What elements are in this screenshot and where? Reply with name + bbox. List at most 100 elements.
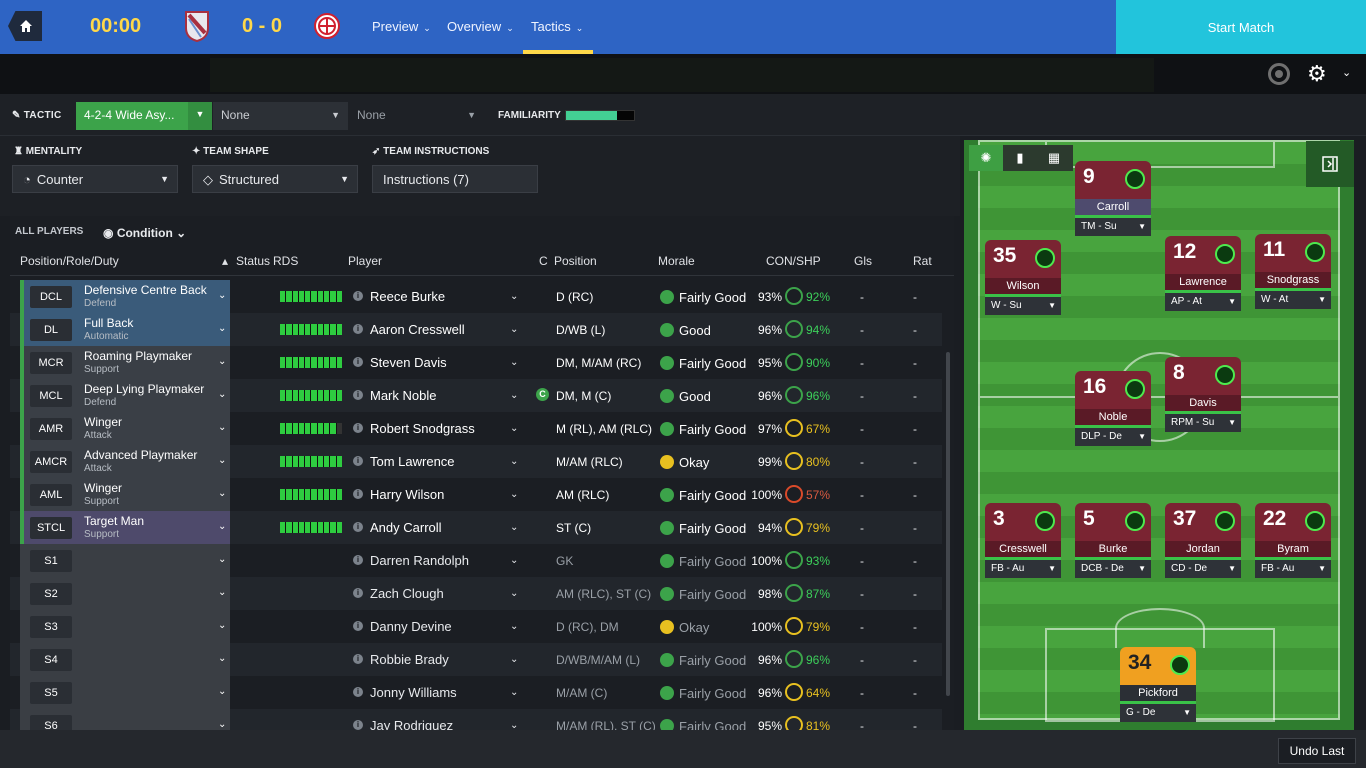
team-instructions-button[interactable]: Instructions (7) [372, 165, 538, 193]
chevron-down-icon[interactable]: ⌄ [218, 521, 227, 532]
view-select[interactable]: ◉ Condition ⌄ [103, 226, 186, 240]
player-card-role[interactable]: FB - Au ▼ [1255, 560, 1331, 578]
chevron-down-icon[interactable]: ⌄ [510, 324, 519, 335]
header-position[interactable]: Position [554, 254, 597, 268]
header-rating[interactable]: Rat [913, 254, 932, 268]
table-row[interactable]: MCR Roaming Playmaker Support ⌄ i Steven Davi… [10, 346, 942, 379]
player-card-role[interactable]: W - Su ▼ [985, 297, 1061, 315]
player-name[interactable]: Jay Rodriguez [370, 718, 454, 730]
player-name[interactable]: Steven Davis [370, 355, 447, 370]
player-name[interactable]: Reece Burke [370, 289, 446, 304]
player-card-role[interactable]: CD - De ▼ [1165, 560, 1241, 578]
player-name[interactable]: Tom Lawrence [370, 454, 455, 469]
chevron-down-icon[interactable]: ⌄ [510, 423, 519, 434]
grid-view-icon[interactable]: ▦ [1047, 150, 1061, 165]
player-card[interactable]: 11 Snodgrass W - At ▼ [1255, 234, 1331, 309]
info-icon[interactable]: i [353, 456, 363, 466]
info-icon[interactable]: i [353, 522, 363, 532]
role-cell[interactable]: S2 ⌄ [20, 577, 230, 610]
table-row[interactable]: S3 ⌄ i Danny Devine ⌄ D (RC), DM Okay 100% 79% - - [10, 610, 942, 643]
chevron-down-icon[interactable]: ⌄ [218, 455, 227, 466]
team-shape-select[interactable]: ◇ Structured ▼ [192, 165, 358, 193]
table-row[interactable]: S4 ⌄ i Robbie Brady ⌄ D/WB/M/AM (L) Fairly Goo… [10, 643, 942, 676]
role-cell[interactable]: MCL Deep Lying Playmaker Defend ⌄ [20, 379, 230, 412]
info-icon[interactable]: i [353, 687, 363, 697]
chevron-down-icon[interactable]: ⌄ [510, 291, 519, 302]
tactic3-select[interactable]: None ▼ [349, 102, 484, 130]
header-goals[interactable]: Gls [854, 254, 872, 268]
table-row[interactable]: S1 ⌄ i Darren Randolph ⌄ GK Fairly Good 100% 93%… [10, 544, 942, 577]
chevron-down-icon[interactable]: ⌄ [510, 588, 519, 599]
player-name[interactable]: Robbie Brady [370, 652, 449, 667]
info-icon[interactable]: i [353, 654, 363, 664]
player-card[interactable]: 37 Jordan WilliamsCD - De▼ [1165, 503, 1241, 578]
player-card[interactable]: 22 Byram FB - Au ▼ [1255, 503, 1331, 578]
player-card[interactable]: 8 Davis RPM - Su ▼ [1165, 357, 1241, 432]
chevron-down-icon[interactable]: ⌄ [510, 621, 519, 632]
player-card-role[interactable]: DCB - De ▼ [1075, 560, 1151, 578]
familiarity-bar[interactable] [565, 110, 635, 121]
tab-overview[interactable]: Overview ⌄ [447, 19, 514, 34]
player-name[interactable]: Andy Carroll [370, 520, 442, 535]
chevron-down-icon[interactable]: ⌄ [218, 587, 227, 598]
player-name[interactable]: Darren Randolph [370, 553, 470, 568]
table-scrollbar[interactable] [946, 352, 950, 696]
info-icon[interactable]: i [353, 588, 363, 598]
info-icon[interactable]: i [353, 720, 363, 730]
table-row[interactable]: STCL Target Man Support ⌄ i Andy Carroll ⌄ ST (… [10, 511, 942, 544]
chevron-down-icon[interactable]: ⌄ [510, 390, 519, 401]
player-card[interactable]: 35 Wilson W - Su ▼ [985, 240, 1061, 315]
chevron-down-icon[interactable]: ⌄ [510, 720, 519, 730]
player-name[interactable]: Jonny Williams [370, 685, 457, 700]
role-cell[interactable]: S3 ⌄ [20, 610, 230, 643]
header-player[interactable]: Player [348, 254, 383, 268]
player-card-role[interactable]: RPM - Su ▼ [1165, 414, 1241, 432]
gear-icon[interactable]: ⚙ [1307, 61, 1327, 86]
info-icon[interactable]: i [353, 555, 363, 565]
collapse-panel-button[interactable] [1306, 141, 1354, 187]
role-cell[interactable]: S6 ⌄ [20, 709, 230, 730]
role-cell[interactable]: AMCR Advanced Playmaker Attack ⌄ [20, 445, 230, 478]
undo-last-button[interactable]: Undo Last [1278, 738, 1356, 764]
player-card-role[interactable]: AP - At ▼ [1165, 293, 1241, 311]
chevron-down-icon[interactable]: ⌄ [218, 290, 227, 301]
player-card-role[interactable]: TM - Su ▼ [1075, 218, 1151, 236]
tab-tactics[interactable]: Tactics ⌄ [531, 19, 583, 34]
tab-preview[interactable]: Preview ⌄ [372, 19, 431, 34]
role-cell[interactable]: MCR Roaming Playmaker Support ⌄ [20, 346, 230, 379]
chevron-down-icon[interactable]: ⌄ [218, 488, 227, 499]
role-cell[interactable]: AMR Winger Attack ⌄ [20, 412, 230, 445]
chevron-down-icon[interactable]: ⌄ [510, 357, 519, 368]
player-card-role[interactable]: DLP - De ▼ [1075, 428, 1151, 446]
table-row[interactable]: S6 ⌄ i Jay Rodriguez ⌄ M/AM (RL), ST (C) Fairl… [10, 709, 942, 730]
player-card[interactable]: 16 Noble DLP - De ▼ [1075, 371, 1151, 446]
chevron-down-icon[interactable]: ⌄ [218, 323, 227, 334]
player-card-role[interactable]: W - At ▼ [1255, 291, 1331, 309]
chevron-down-icon[interactable]: ⌄ [510, 687, 519, 698]
tactic2-select[interactable]: None ▼ [213, 102, 348, 130]
header-role[interactable]: Position/Role/Duty [20, 254, 119, 268]
table-row[interactable]: DL Full Back Automatic ⌄ i Aaron Cresswell ⌄ D/… [10, 313, 942, 346]
chevron-down-icon[interactable]: ⌄ [510, 522, 519, 533]
start-match-button[interactable]: Start Match [1116, 0, 1366, 54]
chevron-down-icon[interactable]: ⌄ [218, 620, 227, 631]
info-icon[interactable]: i [353, 489, 363, 499]
chevron-down-icon[interactable]: ⌄ [510, 489, 519, 500]
chevron-down-icon[interactable]: ⌄ [510, 555, 519, 566]
table-row[interactable]: AMR Winger Attack ⌄ i Robert Snodgrass ⌄ M (RL)… [10, 412, 942, 445]
player-card[interactable]: 34 Pickford G - De ▼ [1120, 647, 1196, 722]
info-icon[interactable]: i [353, 357, 363, 367]
chevron-down-icon[interactable]: ⌄ [218, 686, 227, 697]
chevron-down-icon[interactable]: ⌄ [218, 554, 227, 565]
info-icon[interactable]: i [353, 390, 363, 400]
player-name[interactable]: Robert Snodgrass [370, 421, 475, 436]
role-cell[interactable]: DCL Defensive Centre Back Defend ⌄ [20, 280, 230, 313]
player-name[interactable]: Harry Wilson [370, 487, 445, 502]
player-card-role[interactable]: G - De ▼ [1120, 704, 1196, 722]
player-name[interactable]: Zach Clough [370, 586, 444, 601]
table-row[interactable]: AML Winger Support ⌄ i Harry Wilson ⌄ AM (RLC) F… [10, 478, 942, 511]
table-row[interactable]: S2 ⌄ i Zach Clough ⌄ AM (RLC), ST (C) Fairly G… [10, 577, 942, 610]
header-morale[interactable]: Morale [658, 254, 695, 268]
info-icon[interactable]: i [353, 621, 363, 631]
bar-chart-icon[interactable]: ▮ [1016, 150, 1024, 165]
